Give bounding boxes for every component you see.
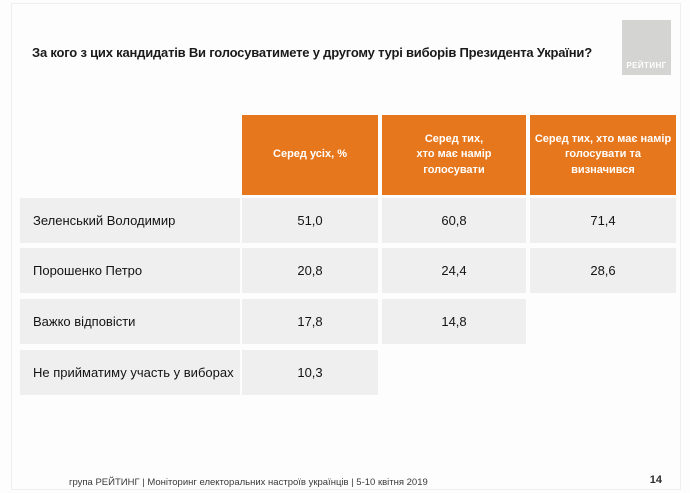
value-cell: 60,8 (382, 198, 526, 243)
value-cell: 51,0 (242, 198, 378, 243)
page-title: За кого з цих кандидатів Ви голосуватиме… (32, 45, 592, 60)
row-label-hard-to-answer: Важко відповісти (20, 299, 240, 344)
page-number: 14 (649, 474, 662, 486)
row-label-zelenskyi: Зеленський Володимир (20, 198, 240, 243)
rating-logo-label: РЕЙТИНГ (626, 61, 667, 70)
value-cell: 14,8 (382, 299, 526, 344)
column-header-intend-and-decided: Серед тих, хто має намір голосувати та в… (530, 115, 676, 195)
rating-logo: РЕЙТИНГ (622, 20, 671, 75)
value-cell: 71,4 (530, 198, 676, 243)
value-cell: 28,6 (530, 248, 676, 293)
value-cell: 10,3 (242, 350, 378, 395)
value-cell: 24,4 (382, 248, 526, 293)
footer-source-text: група РЕЙТИНГ | Моніторинг електоральних… (69, 477, 428, 488)
column-header-intend-to-vote: Серед тих, хто має намір голосувати (382, 115, 526, 195)
value-cell: 17,8 (242, 299, 378, 344)
row-label-poroshenko: Порошенко Петро (20, 248, 240, 293)
column-header-among-all: Серед усіх, % (242, 115, 378, 195)
value-cell: 20,8 (242, 248, 378, 293)
row-label-will-not-vote: Не прийматиму участь у виборах (20, 350, 240, 395)
slide-border (11, 3, 681, 490)
